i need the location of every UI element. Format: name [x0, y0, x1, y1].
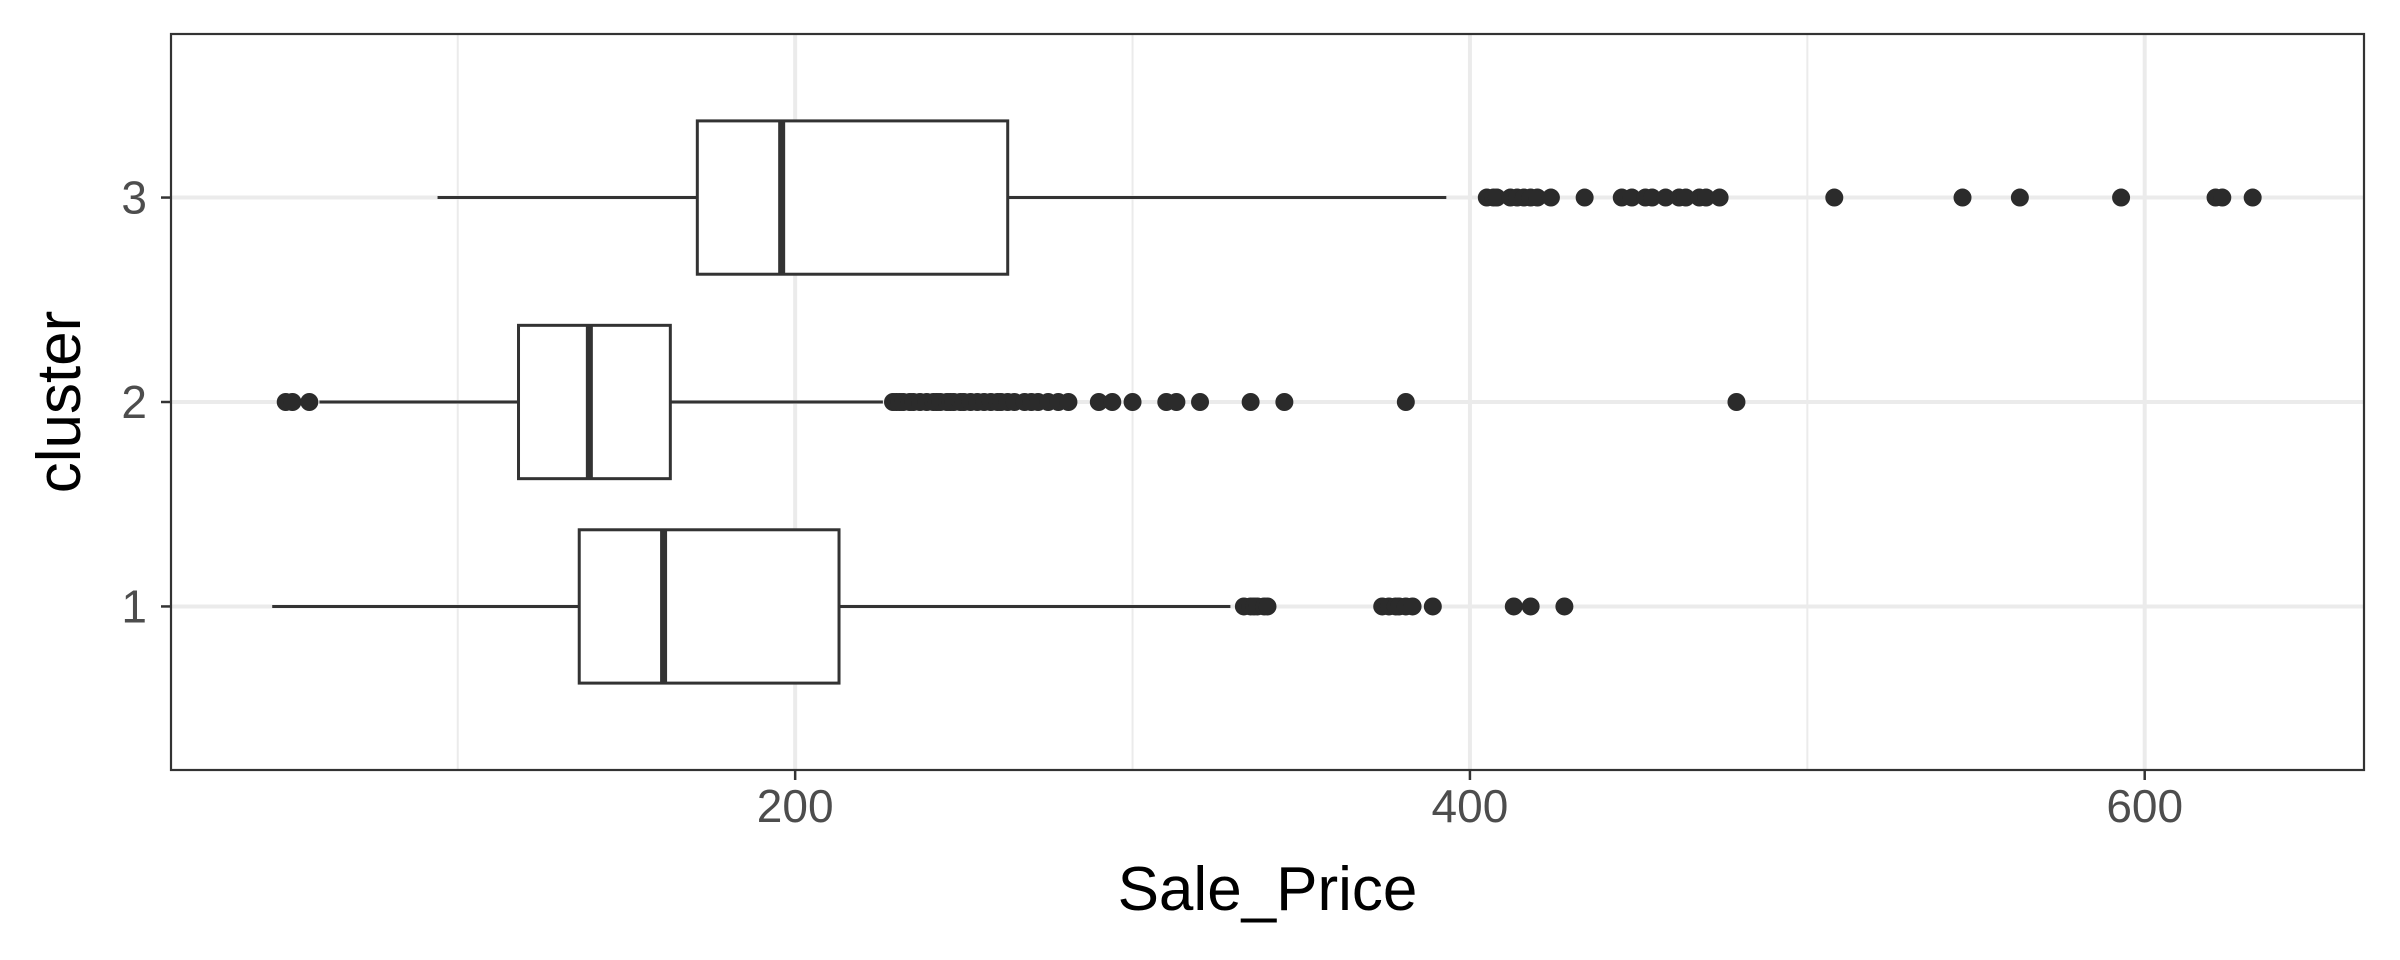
outlier-point: [1521, 597, 1540, 616]
outlier-point: [1643, 188, 1662, 207]
outlier-point: [1541, 188, 1560, 207]
outlier-point: [1403, 597, 1422, 616]
outlier-point: [1396, 393, 1415, 411]
outlier-point: [2243, 188, 2262, 207]
x-tick-label: 600: [2106, 780, 2183, 832]
box-iqr: [577, 528, 841, 685]
outlier-layer: [276, 188, 2262, 616]
outlier-point: [1167, 393, 1186, 411]
outlier-point: [1487, 188, 1506, 207]
outlier-point: [1191, 393, 1210, 411]
outlier-point: [1953, 188, 1972, 207]
x-axis-title: Sale_Price: [1118, 855, 1418, 924]
outlier-point: [2213, 188, 2232, 207]
box-iqr: [517, 323, 672, 481]
axis-layer: 200 400 600 1 2 3: [121, 172, 2183, 832]
outlier-point: [1575, 188, 1594, 207]
outlier-point: [1089, 393, 1108, 411]
outlier-point: [1275, 393, 1294, 411]
outlier-point: [1123, 393, 1142, 411]
outlier-point: [1528, 188, 1547, 207]
outlier-point: [1059, 393, 1078, 411]
outlier-point: [1504, 597, 1523, 616]
outlier-point: [1258, 597, 1277, 616]
y-tick-label: 1: [121, 580, 147, 632]
x-tick-label: 400: [1432, 780, 1509, 832]
outlier-point: [1555, 597, 1574, 616]
outlier-point: [1423, 597, 1442, 616]
outlier-point: [1656, 188, 1675, 207]
y-tick-label: 2: [121, 376, 147, 428]
outlier-point: [1622, 188, 1641, 207]
outlier-point: [1710, 188, 1729, 207]
outlier-point: [2112, 188, 2131, 207]
box-layer: [272, 119, 1447, 685]
outlier-point: [300, 393, 319, 411]
outlier-point: [283, 393, 302, 411]
outlier-point: [1241, 393, 1260, 411]
outlier-point: [1697, 188, 1716, 207]
box-cluster-3: [437, 119, 1447, 276]
outlier-point: [1825, 188, 1844, 207]
outlier-point: [1727, 393, 1746, 411]
outlier-point: [1676, 188, 1695, 207]
outlier-point: [2010, 188, 2029, 207]
y-tick-label: 3: [121, 172, 147, 224]
box-iqr: [695, 119, 1010, 276]
x-tick-label: 200: [757, 780, 834, 832]
outlier-point: [1103, 393, 1122, 411]
box-cluster-1: [272, 528, 1231, 685]
y-axis-title: cluster: [25, 311, 94, 494]
box-cluster-2: [319, 323, 883, 481]
